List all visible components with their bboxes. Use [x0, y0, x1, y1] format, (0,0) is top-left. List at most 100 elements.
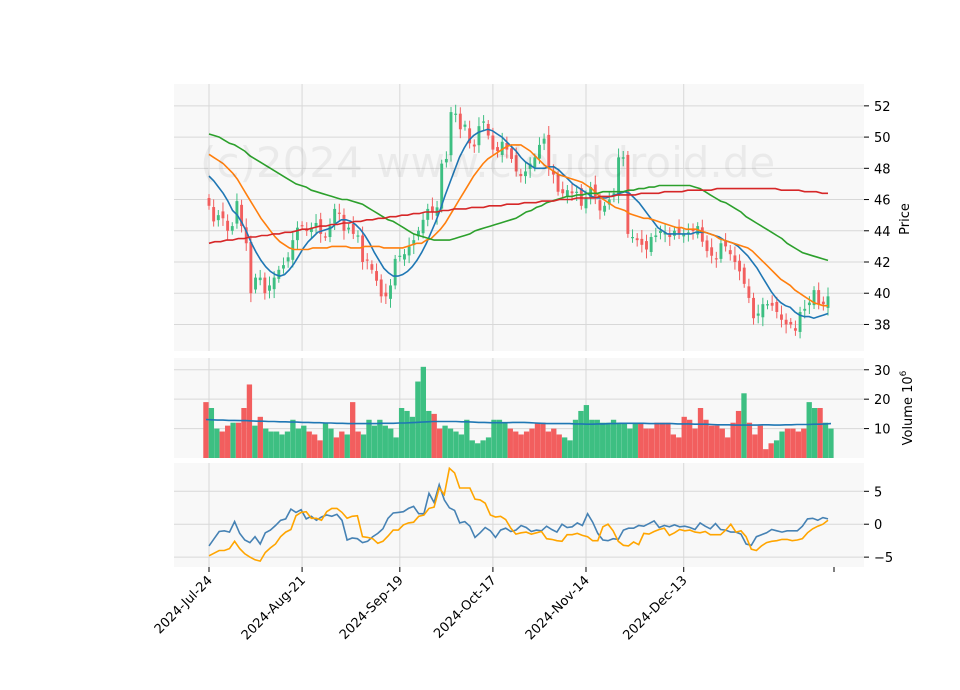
candle-body: [551, 170, 555, 175]
candle-body: [309, 227, 313, 233]
candle-body: [724, 240, 728, 247]
candle-body: [398, 255, 402, 257]
ytick-label-oscillator-1: 0: [874, 518, 882, 533]
candle-body: [412, 240, 416, 246]
volume-bar: [263, 428, 269, 458]
volume-bar: [523, 431, 530, 458]
candle-body: [370, 264, 374, 270]
candle-body: [593, 184, 597, 197]
volume-bar: [333, 437, 340, 458]
ytick-label-oscillator-0: −5: [874, 551, 893, 566]
volume-bar: [632, 422, 638, 458]
candle-body: [775, 301, 779, 312]
candle-body: [258, 277, 262, 281]
volume-bar: [426, 410, 432, 458]
candle-body: [700, 227, 704, 242]
candle-body: [645, 241, 648, 250]
candle-body: [621, 157, 625, 159]
candle-body: [482, 121, 486, 123]
ytick-label-volume-0: 10: [874, 423, 891, 438]
watermark: (c)2024 www.clouddroid.de: [200, 138, 775, 187]
candle-body: [295, 227, 299, 241]
candle-body: [565, 190, 569, 198]
volume-bar: [355, 431, 361, 458]
volume-bar: [773, 440, 780, 458]
candle-body: [268, 285, 271, 291]
volume-bar: [551, 428, 557, 458]
candle-body: [323, 236, 327, 238]
candle-body: [570, 191, 574, 194]
volume-bar: [475, 443, 481, 458]
volume-bar: [768, 443, 774, 458]
candle-body: [826, 296, 830, 308]
volume-bar: [393, 437, 399, 458]
candle-body: [761, 304, 765, 318]
volume-bar: [328, 428, 334, 458]
volume-bar: [621, 422, 628, 458]
volume-bar: [350, 402, 356, 458]
price-line-ma_xlong: [208, 187, 828, 245]
volume-bar: [344, 434, 350, 458]
ytick-label-price-4: 46: [874, 194, 891, 209]
xtick-label-4: 2024-Nov-14: [523, 573, 593, 643]
volume-bar: [719, 428, 725, 458]
candle-body: [235, 201, 239, 224]
xtick-label-2: 2024-Sep-19: [337, 573, 407, 643]
candle-body: [426, 208, 430, 220]
candle-body: [691, 229, 695, 232]
volume-bar: [230, 422, 236, 458]
volume-bar: [529, 428, 535, 458]
volume-bar: [398, 408, 405, 458]
candle-body: [812, 290, 816, 306]
volume-bar: [388, 428, 394, 458]
candle-body: [226, 220, 230, 231]
volume-bar: [703, 419, 709, 458]
candle-body: [263, 277, 267, 294]
volume-bar: [811, 408, 818, 458]
volume-bar: [828, 428, 834, 458]
candle-body: [286, 257, 290, 262]
volume-bar: [790, 428, 796, 458]
candle-body: [356, 235, 360, 237]
candle-body: [333, 208, 337, 224]
volume-bar: [257, 416, 263, 458]
candle-body: [403, 254, 406, 260]
candle-body: [514, 155, 518, 172]
candle-body: [337, 212, 341, 214]
volume-bar: [806, 402, 812, 458]
candle-body: [524, 171, 527, 177]
volume-bar: [219, 431, 225, 458]
candle-body: [430, 206, 434, 213]
candle-body: [477, 126, 481, 146]
candle-body: [375, 271, 378, 281]
volume-bar: [214, 428, 220, 458]
volume-bar: [485, 437, 492, 458]
candle-body: [710, 247, 714, 256]
ytick-label-volume-1: 20: [874, 393, 891, 408]
candle-body: [756, 313, 760, 316]
volume-bar: [648, 428, 655, 458]
candle-body: [472, 144, 476, 147]
volume-bar: [594, 419, 600, 458]
candle-body: [500, 141, 504, 155]
candle-body: [407, 246, 411, 256]
candle-body: [617, 157, 621, 196]
candle-body: [244, 227, 248, 244]
ytick-label-price-1: 40: [874, 287, 891, 302]
candle-body: [314, 222, 318, 227]
candle-body: [216, 215, 220, 221]
volume-bar: [502, 422, 508, 458]
candle-body: [659, 230, 662, 233]
candle-body: [640, 238, 644, 245]
volume-bar: [464, 419, 470, 458]
candle-body: [282, 265, 285, 269]
candle-body: [766, 304, 769, 306]
volume-bar: [431, 413, 437, 458]
volume-bar: [670, 434, 676, 458]
volume-bar: [241, 408, 247, 458]
candle-body: [654, 235, 658, 238]
volume-bar: [779, 431, 785, 458]
volume-bar: [697, 408, 704, 458]
candle-body: [677, 227, 681, 234]
ytick-label-volume-2: 30: [874, 364, 891, 379]
